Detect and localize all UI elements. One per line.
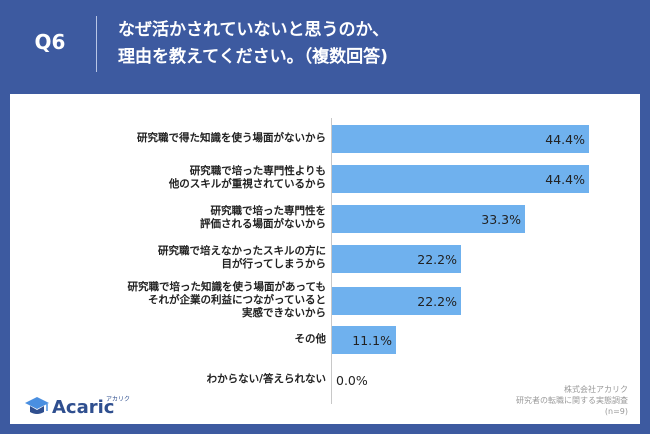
value-label: 22.2% — [417, 293, 457, 309]
value-label: 0.0% — [336, 372, 368, 388]
bar-row: 研究職で培った専門性を 評価される場面がないから 33.3% — [10, 201, 640, 235]
category-label: 研究職で得た知識を使う場面がないから — [137, 131, 326, 144]
bar-row: 研究職で培った専門性よりも 他のスキルが重視されているから 44.4% — [10, 161, 640, 195]
question-title: なぜ活かされていないと思うのか、 理由を教えてください。（複数回答) — [118, 17, 638, 71]
value-label: 44.4% — [545, 171, 585, 187]
logo-text: Acaric — [52, 397, 115, 418]
bar-row: その他 11.1% — [10, 322, 640, 356]
header: Q6 なぜ活かされていないと思うのか、 理由を教えてください。（複数回答) — [0, 0, 650, 90]
source-sample: (n=9) — [604, 407, 628, 416]
value-label: 11.1% — [352, 332, 392, 348]
category-label: わからない/答えられない — [206, 372, 326, 385]
bar-row: わからない/答えられない 0.0% — [10, 362, 640, 396]
source-company: 株式会社アカリク — [564, 385, 628, 394]
value-label: 44.4% — [545, 131, 585, 147]
question-number: Q6 — [34, 30, 66, 54]
question-title-line-1: なぜ活かされていないと思うのか、 — [118, 20, 390, 40]
header-divider — [96, 16, 97, 72]
bar-row: 研究職で得た知識を使う場面がないから 44.4% — [10, 121, 640, 155]
category-label: 研究職で培った知識を使う場面があっても それが企業の利益につながっていると 実感… — [127, 280, 326, 319]
category-label: 研究職で培った専門性よりも 他のスキルが重視されているから — [168, 165, 326, 190]
bar — [332, 165, 589, 193]
logo-subtext: アカリク — [106, 396, 131, 403]
bar — [332, 326, 396, 354]
value-label: 22.2% — [417, 251, 457, 267]
source-note: 株式会社アカリク 研究者の転職に関する実態調査 (n=9) — [428, 384, 628, 417]
acaric-logo: Acaric アカリク — [24, 392, 144, 422]
category-axis-line — [331, 118, 332, 404]
bar — [332, 245, 461, 273]
graduation-cap-icon — [25, 397, 49, 414]
bar — [332, 125, 589, 153]
value-label: 33.3% — [481, 211, 521, 227]
question-title-line-2: 理由を教えてください。（複数回答) — [118, 47, 388, 67]
category-label: その他 — [294, 332, 327, 345]
bar — [332, 287, 461, 315]
bar-chart: 研究職で得た知識を使う場面がないから 44.4% 研究職で培った専門性よりも 他のス… — [10, 94, 640, 424]
category-label: 研究職で培った専門性を 評価される場面がないから — [200, 205, 326, 230]
chart-panel: 研究職で得た知識を使う場面がないから 44.4% 研究職で培った専門性よりも 他のス… — [10, 94, 640, 424]
bar — [332, 205, 525, 233]
bar-row: 研究職で培えなかったスキルの方に 目が行ってしまうから 22.2% — [10, 241, 640, 275]
category-label: 研究職で培えなかったスキルの方に 目が行ってしまうから — [158, 245, 326, 270]
bar-row: 研究職で培った知識を使う場面があっても それが企業の利益につながっていると 実感… — [10, 280, 640, 319]
source-survey: 研究者の転職に関する実態調査 — [516, 396, 628, 405]
